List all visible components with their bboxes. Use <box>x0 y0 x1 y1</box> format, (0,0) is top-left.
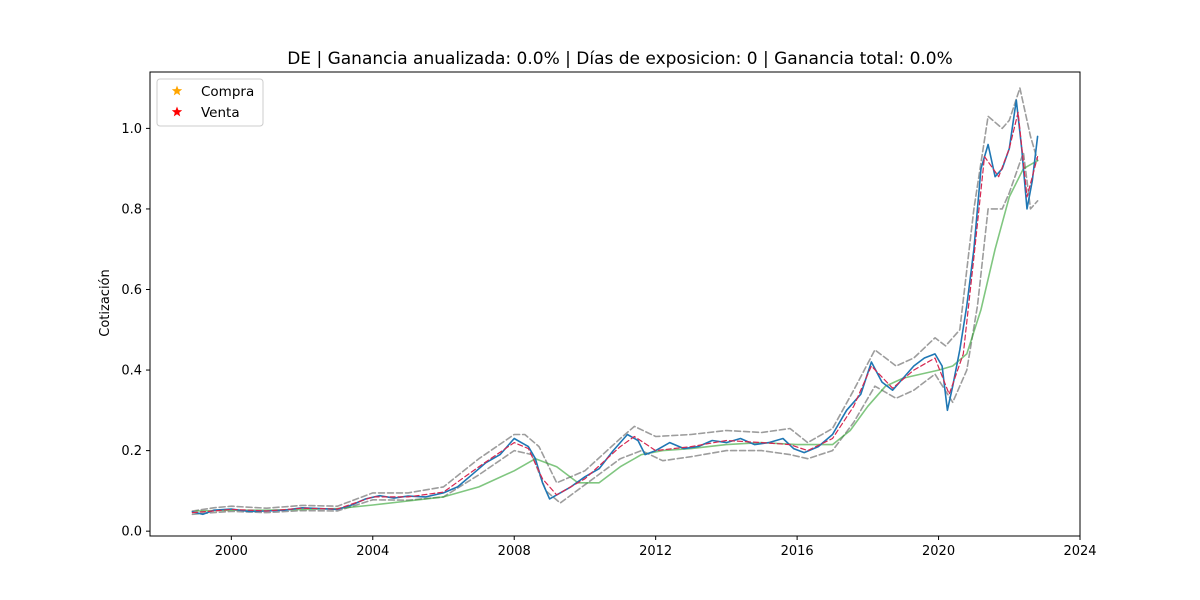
legend-star-icon <box>171 85 183 96</box>
x-tick-label: 2000 <box>215 544 248 559</box>
legend-entry-label: Compra <box>201 84 254 100</box>
y-tick-label: 0.2 <box>121 444 142 459</box>
series-short-moving-average <box>191 111 1039 514</box>
series-lower-band <box>191 151 1039 516</box>
x-tick-label: 2008 <box>498 544 531 559</box>
y-tick-label: 0.4 <box>121 364 142 379</box>
y-axis-label: Cotización <box>98 269 113 336</box>
x-tick-label: 2012 <box>639 544 672 559</box>
y-tick-label: 0.6 <box>121 283 142 298</box>
legend-entry-label: Venta <box>201 105 240 121</box>
tick-layer: 2000 2004 2008 2012 2016 2020 2024 0.0 0.2 0.4 0.6… <box>121 122 1096 559</box>
series-layer <box>191 87 1039 516</box>
x-tick-label: 2020 <box>922 544 955 559</box>
plot-frame <box>149 71 1081 537</box>
y-tick-label: 1.0 <box>121 122 142 137</box>
y-tick-label: 0.8 <box>121 202 142 217</box>
series-upper-band <box>191 87 1039 512</box>
series-price <box>191 99 1039 516</box>
x-tick-label: 2024 <box>1063 544 1096 559</box>
legend: Compra Venta <box>156 78 264 127</box>
x-tick-label: 2016 <box>781 544 814 559</box>
y-tick-label: 0.0 <box>121 525 142 540</box>
series-long-moving-average <box>195 159 1039 512</box>
x-tick-label: 2004 <box>356 544 389 559</box>
legend-box <box>156 78 264 127</box>
legend-star-icon <box>171 106 183 117</box>
chart-title: DE | Ganancia anualizada: 0.0% | Días de… <box>287 49 953 69</box>
